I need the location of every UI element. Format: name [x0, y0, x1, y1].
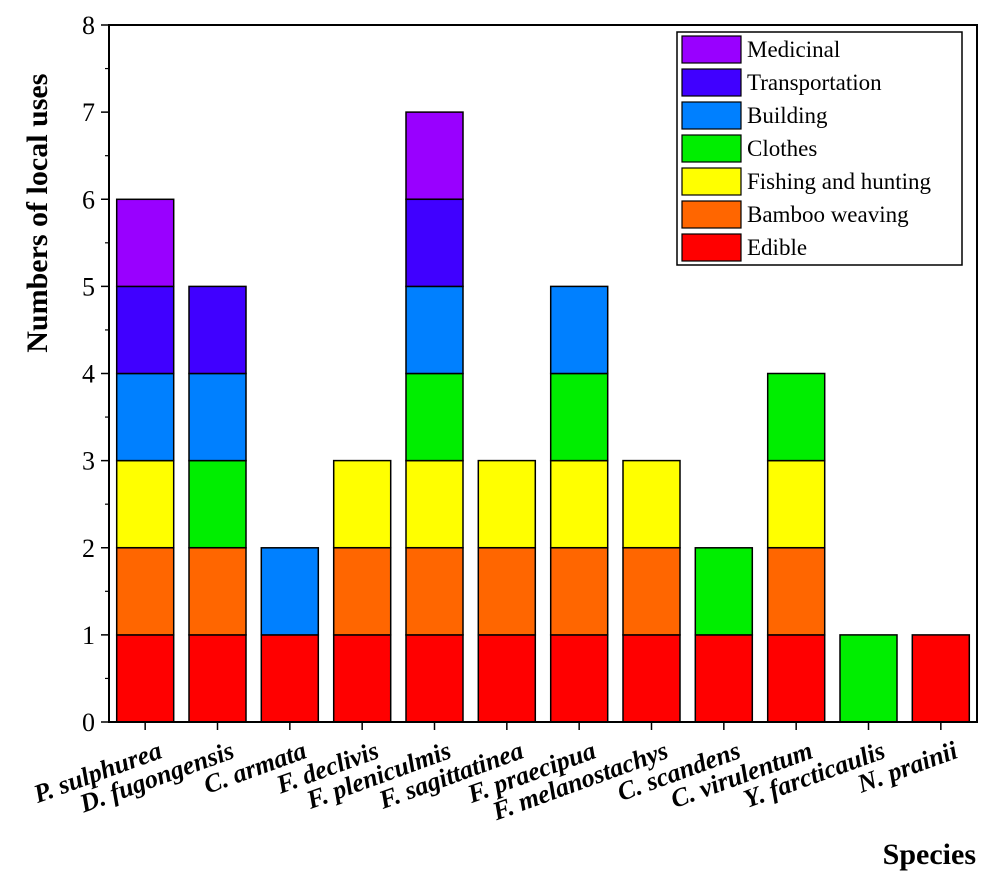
x-axis-title: Species — [883, 838, 976, 871]
bar-segment — [766, 459, 826, 549]
legend-swatch — [681, 233, 742, 262]
bar-segment — [188, 372, 247, 462]
legend-label: Transportation — [747, 70, 882, 95]
bar-segment — [188, 547, 247, 636]
bar-segment — [549, 459, 609, 549]
legend-label: Bamboo weaving — [747, 202, 909, 227]
bar-segment — [405, 198, 464, 288]
y-tick-label: 7 — [82, 98, 95, 127]
legend-label: Edible — [747, 235, 807, 260]
bar-segment — [260, 634, 320, 723]
legend-swatch — [681, 35, 742, 64]
bar-segment — [622, 634, 681, 723]
y-tick-label: 2 — [82, 534, 95, 563]
legend-swatch — [681, 200, 742, 229]
bar-segment — [911, 634, 971, 723]
bar-segment — [115, 634, 175, 723]
bar-segment — [405, 547, 464, 636]
bar-segment — [549, 285, 609, 375]
legend-swatch — [681, 167, 742, 196]
bar-segment — [332, 634, 392, 723]
legend-label: Building — [747, 103, 828, 128]
bar-segment — [549, 372, 609, 462]
y-tick-label: 4 — [82, 360, 95, 389]
legend-label: Clothes — [747, 136, 817, 161]
y-tick-label: 0 — [82, 708, 95, 737]
y-tick-label: 8 — [82, 11, 95, 40]
bar-segment — [839, 634, 898, 723]
y-axis: 0 1 2 3 4 5 6 7 8 — [82, 11, 109, 737]
bar-segment — [477, 547, 537, 636]
bar-segment — [405, 459, 464, 549]
bar-segment — [766, 634, 826, 723]
y-tick-label: 6 — [82, 185, 95, 214]
bar-segment — [115, 459, 175, 549]
bar-segment — [477, 459, 537, 549]
legend-label: Fishing and hunting — [747, 169, 932, 194]
legend: Medicinal Transportation Building Clothes Fi… — [676, 31, 963, 266]
legend-swatch — [681, 101, 742, 130]
bar-segment — [332, 547, 392, 636]
bar-segment — [188, 634, 247, 723]
bar-segment — [115, 285, 175, 375]
legend-swatch — [681, 68, 742, 97]
bar-segment — [115, 372, 175, 462]
bar-segment — [405, 634, 464, 723]
bar-segment — [405, 111, 464, 200]
bar-segment — [766, 547, 826, 636]
bar-segment — [694, 547, 754, 636]
bar-segment — [549, 547, 609, 636]
bar-segment — [549, 634, 609, 723]
legend-label: Medicinal — [747, 37, 840, 62]
bar-segment — [622, 547, 681, 636]
bar-segment — [115, 547, 175, 636]
y-tick-label: 1 — [82, 621, 95, 650]
bar-segment — [622, 459, 681, 549]
bar-segment — [405, 372, 464, 462]
bar-segment — [332, 459, 392, 549]
bar-segment — [115, 198, 175, 288]
bar-segment — [405, 285, 464, 375]
bar-segment — [260, 547, 320, 636]
y-tick-label: 3 — [82, 447, 95, 476]
bars-layer — [115, 111, 971, 723]
legend-swatch — [681, 134, 742, 163]
bar-segment — [188, 459, 247, 549]
bar-segment — [766, 372, 826, 462]
bar-segment — [477, 634, 537, 723]
y-tick-label: 5 — [82, 272, 95, 301]
y-axis-title: Numbers of local uses — [21, 74, 54, 353]
bar-segment — [188, 285, 247, 375]
bar-segment — [694, 634, 754, 723]
